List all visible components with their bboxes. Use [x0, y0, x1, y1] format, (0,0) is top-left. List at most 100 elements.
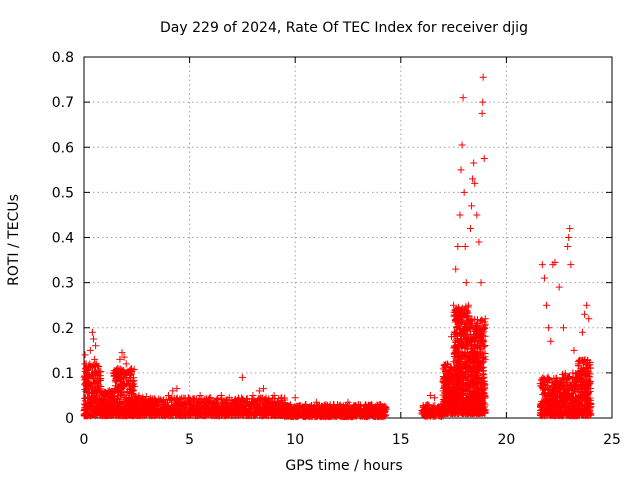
data-point [270, 405, 278, 413]
data-point [123, 403, 131, 411]
data-point [231, 395, 239, 403]
data-point [225, 401, 233, 409]
data-point [81, 367, 89, 375]
data-point [81, 395, 89, 403]
data-point [174, 410, 182, 418]
data-point [115, 384, 123, 392]
data-point [123, 377, 131, 385]
y-axis-label: ROTI / TECUs [6, 194, 22, 286]
data-point [263, 399, 271, 407]
data-point [86, 399, 94, 407]
data-point [115, 368, 123, 376]
data-point [195, 408, 203, 416]
data-point [160, 412, 168, 420]
data-point [134, 399, 142, 407]
data-point [93, 388, 101, 396]
data-point [94, 362, 102, 370]
data-point [177, 400, 185, 408]
data-point [138, 411, 146, 419]
data-point [239, 412, 247, 420]
data-point [172, 395, 180, 403]
data-point [214, 406, 222, 414]
data-point [126, 386, 134, 394]
data-point [176, 410, 184, 418]
grid-lines [84, 57, 612, 418]
data-point [132, 392, 140, 400]
data-point [253, 408, 261, 416]
y-tick-label: 0.1 [52, 366, 74, 382]
data-point [185, 412, 193, 420]
y-tick-label: 0.6 [52, 140, 74, 156]
data-point [153, 401, 161, 409]
data-point [126, 400, 134, 408]
data-point [172, 401, 180, 409]
data-point [96, 375, 104, 383]
x-tick-label: 20 [497, 432, 515, 448]
data-point [163, 404, 171, 412]
data-point [123, 368, 131, 376]
data-point [178, 394, 186, 402]
x-axis-label: GPS time / hours [285, 458, 402, 474]
data-point [237, 407, 245, 415]
data-point [271, 398, 279, 406]
data-point [201, 397, 209, 405]
data-point [110, 372, 118, 380]
data-point [181, 405, 189, 413]
x-tick-label: 0 [80, 432, 89, 448]
data-point [226, 407, 234, 415]
x-tick-label: 25 [603, 432, 621, 448]
data-point [277, 394, 285, 402]
data-point [131, 403, 139, 411]
y-tick-label: 0.7 [52, 95, 74, 111]
data-point [155, 411, 163, 419]
data-point [87, 386, 95, 394]
data-point [127, 390, 135, 398]
data-point [121, 396, 129, 404]
data-point [148, 395, 156, 403]
data-point [253, 401, 261, 409]
data-point [259, 412, 267, 420]
data-point [264, 397, 272, 405]
y-tick-label: 0.8 [52, 50, 74, 66]
data-point [232, 405, 240, 413]
data-point [158, 398, 166, 406]
y-tick-label: 0.2 [52, 321, 74, 337]
data-point [92, 368, 100, 376]
data-points [80, 73, 595, 421]
data-point [202, 411, 210, 419]
y-tick-label: 0.4 [52, 231, 74, 247]
data-point [246, 400, 254, 408]
data-point [195, 396, 203, 404]
data-point [125, 382, 133, 390]
data-point [93, 379, 101, 387]
chart-title: Day 229 of 2024, Rate Of TEC Index for r… [160, 20, 528, 36]
data-point [82, 388, 90, 396]
data-point [161, 408, 169, 416]
data-point [124, 411, 132, 419]
data-point [145, 409, 153, 417]
data-point [81, 379, 89, 387]
data-point [127, 365, 135, 373]
x-tick-label: 15 [392, 432, 410, 448]
data-point [92, 402, 100, 410]
data-point [242, 395, 250, 403]
data-point [266, 407, 274, 415]
data-point [243, 410, 251, 418]
axis-ticks: 0 5 10 15 20 25 0 0.1 0.2 0.3 0.4 0.5 0.6 0.7 0.8 [52, 50, 621, 448]
data-point [119, 382, 127, 390]
data-point [147, 401, 155, 409]
data-point [175, 400, 183, 408]
x-tick-label: 10 [286, 432, 304, 448]
data-point [168, 396, 176, 404]
data-point [116, 385, 124, 393]
data-point [214, 394, 222, 402]
data-point [118, 391, 126, 399]
data-point [92, 410, 100, 418]
data-point [110, 392, 118, 400]
y-tick-label: 0 [65, 411, 74, 427]
data-point [83, 406, 91, 414]
data-point [88, 383, 96, 391]
data-point [248, 399, 256, 407]
data-point [97, 376, 105, 384]
